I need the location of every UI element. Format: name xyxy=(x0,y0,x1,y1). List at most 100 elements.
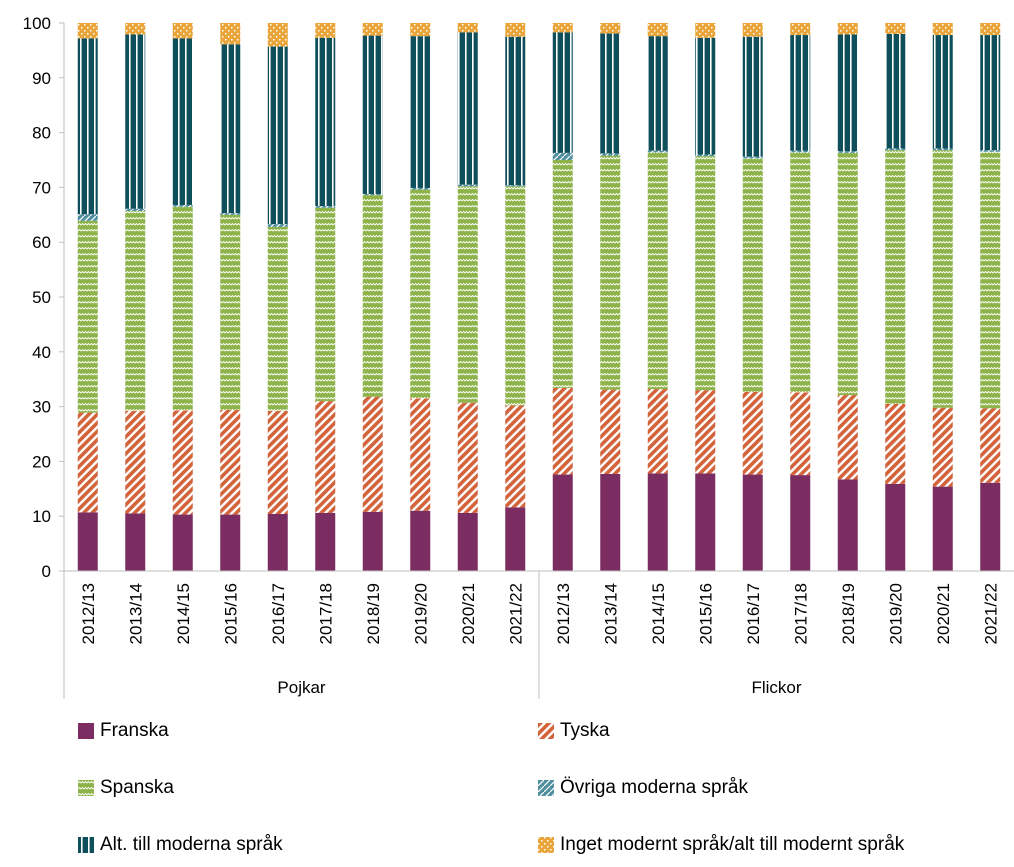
bar-segment xyxy=(552,387,573,475)
bar-segment xyxy=(647,23,668,37)
bar-segment xyxy=(837,479,858,571)
bar-segment xyxy=(600,33,621,154)
bar-segment xyxy=(220,23,241,45)
bar-segment xyxy=(220,214,241,410)
y-tick-label: 10 xyxy=(32,507,51,526)
x-tick-label: 2019/20 xyxy=(886,583,905,644)
x-tick-label: 2020/21 xyxy=(934,583,953,644)
bar-segment xyxy=(172,514,193,571)
bar-segment xyxy=(457,402,478,513)
stacked-bar-chart: 0 10 20 30 40 50 60 70 80 90 100 2012/13 2013/14 2014… xyxy=(23,14,1014,699)
bar-segment xyxy=(980,150,1001,152)
bar-segment xyxy=(410,36,431,188)
bar-segment xyxy=(647,473,668,571)
bar-segment xyxy=(77,512,98,571)
legend-swatch xyxy=(538,780,554,796)
bar-segment xyxy=(885,150,906,404)
bar-segment xyxy=(742,391,763,475)
bar-segment xyxy=(267,224,288,227)
x-tick-label: 2014/15 xyxy=(649,583,668,644)
bar-segment xyxy=(552,32,573,153)
legend-item: Inget modernt språk/alt till modernt spr… xyxy=(538,834,904,856)
legend-label: Inget modernt språk/alt till modernt spr… xyxy=(560,834,905,855)
y-tick-label: 30 xyxy=(32,398,51,417)
bar-segment xyxy=(695,390,716,474)
bar-segment xyxy=(410,510,431,571)
bar-segment xyxy=(125,208,146,211)
bar-segment xyxy=(172,38,193,205)
bar-segment xyxy=(505,185,526,187)
bar-segment xyxy=(125,410,146,514)
bar-segment xyxy=(695,23,716,38)
bar-segment xyxy=(980,23,1001,36)
bar-segment xyxy=(695,156,716,391)
bar-segment xyxy=(552,152,573,160)
bar-segment xyxy=(410,23,431,37)
bar-segment xyxy=(267,514,288,571)
bar-segment xyxy=(362,511,383,571)
y-tick-label: 60 xyxy=(32,233,51,252)
bar-segment xyxy=(457,184,478,187)
bar-segment xyxy=(315,512,336,571)
bar-segment xyxy=(315,401,336,513)
bar-segment xyxy=(362,193,383,196)
bar-segment xyxy=(77,38,98,215)
bar-segment xyxy=(505,36,526,186)
bar-segment xyxy=(362,195,383,397)
x-tick-label: 2015/16 xyxy=(696,583,715,644)
legend-item: Tyska xyxy=(538,720,610,742)
bar-segment xyxy=(172,204,193,207)
axes-layer: 0 10 20 30 40 50 60 70 80 90 100 2012/13 2013/14 2014… xyxy=(23,14,1014,699)
bar-segment xyxy=(837,395,858,480)
bar-segment xyxy=(220,44,241,214)
bar-segment xyxy=(695,473,716,571)
bar-segment xyxy=(457,23,478,33)
bar-segment xyxy=(220,409,241,515)
legend-item: Franska xyxy=(78,720,169,742)
bar-segment xyxy=(77,214,98,221)
bar-segment xyxy=(125,210,146,411)
bar-segment xyxy=(457,186,478,403)
bar-segment xyxy=(267,46,288,225)
bar-segment xyxy=(457,32,478,185)
bar-segment xyxy=(932,486,953,571)
x-tick-label: 2016/17 xyxy=(744,583,763,644)
x-tick-label: 2019/20 xyxy=(411,583,430,644)
bar-segment xyxy=(885,483,906,571)
bar-segment xyxy=(125,513,146,571)
bar-segment xyxy=(932,23,953,36)
bar-segment xyxy=(552,23,573,33)
bar-segment xyxy=(790,35,811,151)
bar-segment xyxy=(125,23,146,35)
bar-segment xyxy=(695,154,716,157)
bar-segment xyxy=(790,392,811,476)
legend-item: Spanska xyxy=(78,777,174,799)
bar-segment xyxy=(885,33,906,149)
bar-segment xyxy=(77,23,98,39)
bar-segment xyxy=(362,396,383,512)
bar-segment xyxy=(885,403,906,484)
bar-segment xyxy=(172,23,193,39)
legend-label: Spanska xyxy=(100,777,174,798)
bars-layer xyxy=(77,23,1001,571)
x-tick-label: 2018/19 xyxy=(839,583,858,644)
y-tick-label: 70 xyxy=(32,178,51,197)
bar-segment xyxy=(172,410,193,515)
bar-segment xyxy=(457,512,478,571)
bar-segment xyxy=(932,35,953,149)
bar-segment xyxy=(410,187,431,190)
legend-label: Övriga moderna språk xyxy=(560,777,748,798)
bar-segment xyxy=(410,398,431,511)
bar-segment xyxy=(742,36,763,157)
x-tick-label: 2017/18 xyxy=(316,583,335,644)
bar-segment xyxy=(932,148,953,151)
x-tick-label: 2021/22 xyxy=(981,583,1000,644)
bar-segment xyxy=(837,152,858,396)
legend-label: Alt. till moderna språk xyxy=(100,834,283,855)
bar-segment xyxy=(77,220,98,413)
y-tick-label: 80 xyxy=(32,124,51,143)
bar-segment xyxy=(410,189,431,399)
x-tick-label: 2018/19 xyxy=(364,583,383,644)
bar-segment xyxy=(647,389,668,474)
bar-segment xyxy=(980,482,1001,571)
